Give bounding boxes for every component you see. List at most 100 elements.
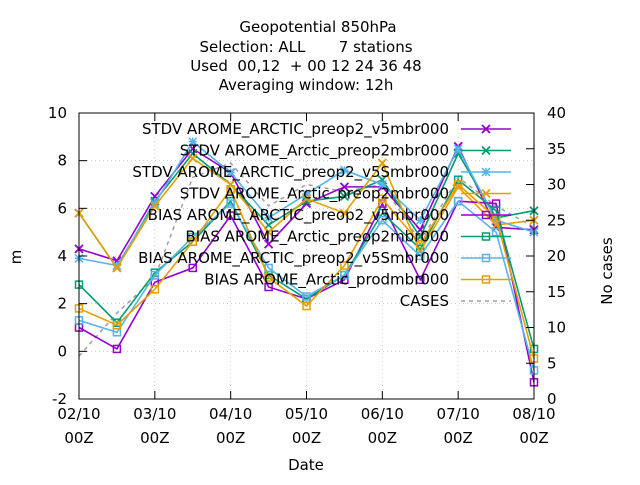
y2-tick-label: 30 bbox=[547, 176, 566, 194]
data-point bbox=[188, 237, 197, 246]
data-point bbox=[453, 175, 463, 184]
legend-label: CASES bbox=[400, 292, 449, 310]
data-point bbox=[264, 213, 274, 223]
x-tick-label-time: 00Z bbox=[140, 429, 169, 447]
series-8 bbox=[74, 180, 539, 363]
data-point bbox=[112, 344, 122, 354]
y2-tick-label: 10 bbox=[547, 319, 566, 337]
data-point bbox=[226, 199, 235, 208]
legend-label: BIAS AROME_Arctic_preop2mbr000 bbox=[185, 228, 449, 247]
legend-item: CASES bbox=[400, 292, 511, 310]
data-point bbox=[481, 232, 491, 241]
data-point bbox=[150, 285, 160, 294]
legend-item: BIAS AROME_Arctic_prodmbr000 bbox=[204, 271, 511, 290]
data-point bbox=[481, 124, 491, 134]
series-layer bbox=[74, 137, 539, 387]
data-point bbox=[188, 137, 198, 147]
title-line-4: Averaging window: 12h bbox=[219, 76, 394, 94]
x-tick-label-time: 00Z bbox=[368, 429, 397, 447]
title-line-1: Geopotential 850hPa bbox=[239, 18, 396, 36]
data-point bbox=[112, 320, 122, 330]
data-point bbox=[150, 270, 160, 280]
x-tick-label: 03/10 bbox=[133, 405, 176, 423]
x-tick-label-time: 00Z bbox=[519, 429, 548, 447]
data-point bbox=[481, 210, 491, 220]
legend-item: BIAS AROME_ARCTIC_preop2_v5mbr000 bbox=[148, 206, 511, 225]
legend-item: STDV AROME_ARCTIC_preop2_v5mbr000 bbox=[142, 120, 511, 139]
y2-tick-label: 20 bbox=[547, 247, 566, 265]
y2-tick-label: 0 bbox=[547, 390, 557, 408]
x-tick-label: 07/10 bbox=[437, 405, 480, 423]
x-tick-label-time: 00Z bbox=[443, 429, 472, 447]
x-tick-label: 06/10 bbox=[361, 405, 404, 423]
data-point bbox=[302, 292, 311, 301]
title-line-3: Used 00,12 + 00 12 24 36 48 bbox=[190, 57, 421, 75]
x-tick-label: 02/10 bbox=[57, 405, 100, 423]
data-point bbox=[378, 216, 387, 225]
data-point bbox=[226, 179, 236, 190]
data-point bbox=[226, 168, 236, 178]
data-point bbox=[339, 208, 350, 218]
data-point bbox=[481, 275, 491, 284]
legend-item: BIAS AROME_ARCTIC_preop2_v5Smbr000 bbox=[138, 249, 511, 268]
data-point bbox=[188, 263, 197, 273]
data-point bbox=[301, 194, 312, 204]
y2-axis-label: No cases bbox=[598, 237, 616, 305]
x-axis-label: Date bbox=[288, 456, 324, 474]
data-point bbox=[263, 227, 274, 237]
y2-tick-label: 35 bbox=[547, 140, 566, 158]
x-tick-label: 05/10 bbox=[285, 405, 328, 423]
data-point bbox=[453, 144, 463, 154]
data-point bbox=[150, 201, 160, 211]
chart-title: Geopotential 850hPa Selection: ALL 7 sta… bbox=[190, 18, 421, 94]
data-point bbox=[416, 251, 425, 261]
legend-label: STDV AROME_Arctic_preop2mbr000 bbox=[180, 142, 449, 161]
data-point bbox=[453, 196, 463, 206]
data-point bbox=[416, 239, 425, 249]
data-point bbox=[339, 191, 350, 202]
title-line-2: Selection: ALL 7 stations bbox=[199, 38, 412, 56]
data-point bbox=[453, 180, 463, 189]
y2-tick-label: 15 bbox=[547, 283, 566, 301]
x-tick-label-time: 00Z bbox=[292, 429, 321, 447]
data-point bbox=[302, 301, 311, 311]
data-point bbox=[339, 165, 349, 175]
legend-label: BIAS AROME_Arctic_prodmbr000 bbox=[204, 271, 449, 290]
cases-layer bbox=[78, 162, 535, 357]
data-point bbox=[339, 182, 350, 192]
x-tick-label-time: 00Z bbox=[216, 429, 245, 447]
data-point bbox=[264, 273, 273, 282]
legend-item: STDV AROME_ARCTIC_preop2_v5Smbr000 bbox=[132, 163, 511, 182]
data-point bbox=[340, 261, 349, 270]
legend: STDV AROME_ARCTIC_preop2_v5mbr000 STDV AR… bbox=[132, 120, 511, 310]
data-point bbox=[340, 275, 349, 285]
data-point bbox=[112, 263, 122, 273]
legend-item: BIAS AROME_Arctic_preop2mbr000 bbox=[185, 228, 511, 247]
y2-tick-label: 5 bbox=[547, 354, 557, 372]
series-line bbox=[78, 178, 535, 350]
data-point bbox=[301, 196, 312, 206]
legend-item: STDV AROME_Arctic_preop2mbr000 bbox=[180, 142, 511, 161]
legend-label: STDV AROME_ARCTIC_preop2_v5mbr000 bbox=[142, 120, 449, 139]
data-point bbox=[150, 199, 160, 209]
data-point bbox=[481, 253, 491, 263]
legend-label: BIAS AROME_ARCTIC_preop2_v5mbr000 bbox=[148, 206, 449, 225]
data-point bbox=[377, 158, 387, 168]
data-point bbox=[481, 188, 491, 199]
data-point bbox=[481, 167, 491, 177]
y-tick-label: 8 bbox=[57, 152, 67, 170]
y-tick-label: 4 bbox=[57, 247, 67, 265]
x-tick-label: 08/10 bbox=[512, 405, 555, 423]
data-point bbox=[416, 275, 425, 285]
y-tick-label: -2 bbox=[52, 390, 67, 408]
y-tick-label: 10 bbox=[48, 104, 67, 122]
series-line-cases bbox=[78, 162, 535, 357]
data-point bbox=[301, 189, 312, 199]
legend-label: BIAS AROME_ARCTIC_preop2_v5Smbr000 bbox=[138, 249, 449, 268]
series-line bbox=[78, 200, 535, 371]
axes: -2 0 2 4 6 8 10 0 5 10 15 20 25 30 35 40 02/10 00Z 03/10 00… bbox=[48, 104, 566, 447]
y-tick-label: 2 bbox=[57, 295, 67, 313]
data-point bbox=[481, 145, 491, 156]
y2-tick-label: 25 bbox=[547, 211, 566, 229]
